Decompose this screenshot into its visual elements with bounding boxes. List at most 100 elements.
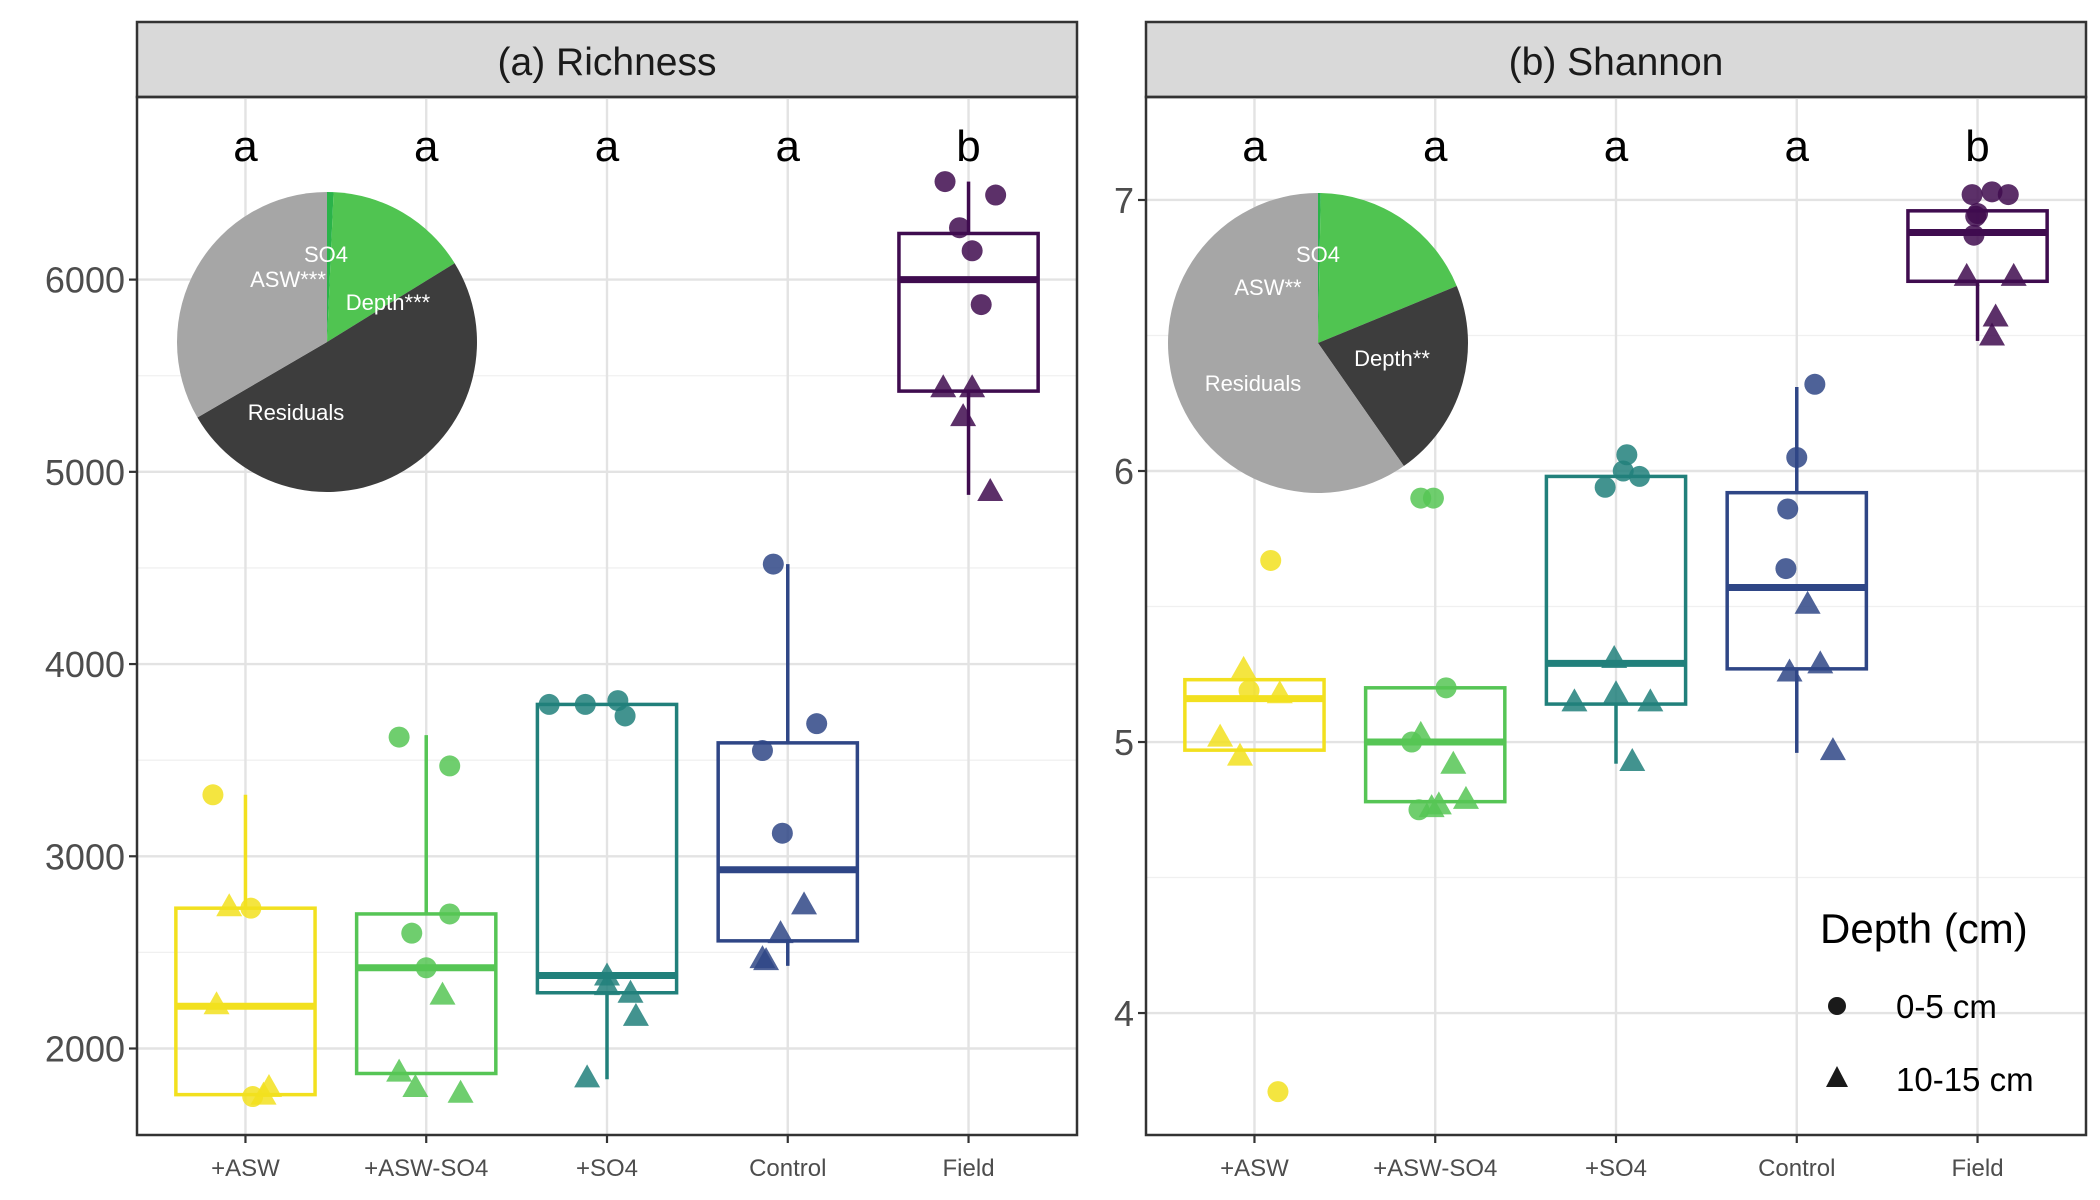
y-tick-label: 2000 [45,1029,125,1070]
point-10-15cm [447,1079,474,1103]
point-0-5cm [771,822,793,844]
point-10-15cm [2000,262,2027,286]
pie-slice-label: Residuals [1205,371,1302,396]
point-10-15cm [386,1058,413,1082]
point-0-5cm [1594,476,1616,498]
point-0-5cm [1981,181,2003,203]
panel-richness: (a) Richness 2000 3000 4000 5000 6000 +ASW +AS… [45,20,1079,1182]
point-10-15cm [429,981,456,1005]
significance-letter: a [1604,122,1629,171]
point-10-15cm [1207,723,1234,747]
point-10-15cm [574,1064,601,1088]
point-10-15cm [250,1081,277,1105]
point-0-5cm [961,240,983,262]
point-0-5cm [970,294,992,316]
x-tick-label: +SO4 [1585,1155,1647,1182]
box [1183,677,1326,752]
point-10-15cm [1807,650,1834,674]
panel-title-richness: (a) Richness [498,41,717,84]
y-tick-label: 4 [1114,993,1134,1034]
point-0-5cm [240,897,262,919]
legend-circle-symbol [1828,997,1846,1015]
point-10-15cm [594,972,620,996]
point-10-15cm [216,893,243,917]
point-10-15cm [930,374,957,398]
point-0-5cm [806,713,828,735]
point-0-5cm [751,740,773,762]
pie-slice-label: Depth** [1354,346,1430,371]
pie-slice [327,192,455,342]
box [1725,490,1869,671]
point-10-15cm [1561,688,1588,712]
point-0-5cm [1997,184,2019,206]
point-10-15cm [1407,720,1434,744]
plot-border-shannon [1144,95,2088,1137]
x-tick-label: Field [1952,1155,2004,1182]
point-10-15cm [1979,322,2005,346]
point-10-15cm [749,945,776,969]
y-tick-label: 6000 [45,260,125,301]
y-tick-label: 5000 [45,452,125,493]
x-tick-label: Control [749,1155,826,1182]
point-0-5cm [1238,680,1260,702]
point-0-5cm [538,693,560,715]
panel-shannon: (b) Shannon 4 5 6 7 +ASW +ASW-SO4 +SO4 Control F… [1114,20,2088,1182]
pie-slice-label: ASW*** [250,267,326,292]
point-0-5cm [202,784,224,806]
point-0-5cm [1775,558,1797,580]
point-0-5cm [949,217,970,239]
point-10-15cm [1794,590,1821,614]
point-0-5cm [439,755,461,777]
point-0-5cm [614,705,636,727]
point-10-15cm [622,1002,649,1026]
y-tick-label: 6 [1114,451,1134,492]
plot-area-richness: 2000 3000 4000 5000 6000 +ASW +ASW-SO4 +SO4 Cont… [45,97,1077,1182]
significance-letter: a [1785,122,1810,171]
pie-slice [197,263,477,492]
legend: Depth (cm) 0-5 cm 10-15 cm [1820,905,2034,1098]
x-tick-label: Control [1758,1155,1835,1182]
point-10-15cm [617,979,644,1003]
pie-slice-label: SO4 [304,242,348,267]
point-0-5cm [1435,677,1457,699]
point-0-5cm [415,957,437,979]
legend-triangle-symbol [1826,1066,1848,1087]
significance-letter: a [414,122,439,171]
legend-label-10-15: 10-15 cm [1896,1061,2034,1098]
strip-shannon [1144,20,2088,99]
pie-slice-label: Residuals [248,400,345,425]
y-tick-label: 5 [1114,722,1134,763]
x-tick-label: +ASW-SO4 [1373,1155,1497,1182]
point-0-5cm [574,693,596,715]
point-10-15cm [977,478,1004,502]
point-10-15cm [959,374,986,398]
pie-slice-label: SO4 [1296,242,1340,267]
pie-slice [1318,193,1457,343]
point-0-5cm [1786,446,1808,468]
point-10-15cm [1266,680,1293,704]
point-0-5cm [1961,184,1983,206]
point-0-5cm [1267,1081,1289,1103]
point-10-15cm [1619,747,1646,771]
point-0-5cm [388,726,410,748]
point-0-5cm [1777,498,1799,520]
panel-title-shannon: (b) Shannon [1509,41,1724,84]
point-10-15cm [1603,680,1629,704]
point-10-15cm [950,403,977,427]
point-10-15cm [1982,303,2009,327]
pie-slice [1168,193,1404,494]
point-0-5cm [1804,373,1826,395]
point-0-5cm [401,922,423,944]
point-0-5cm [934,171,956,193]
significance-letter: a [1242,122,1267,171]
strip-richness [135,20,1079,99]
y-tick-label: 4000 [45,644,125,685]
significance-letter: a [1423,122,1448,171]
significance-letter: b [956,122,980,171]
box [354,912,498,1076]
point-0-5cm [439,903,461,925]
point-0-5cm [1967,203,1989,225]
x-tick-label: Field [943,1155,995,1182]
point-10-15cm [1230,655,1257,679]
